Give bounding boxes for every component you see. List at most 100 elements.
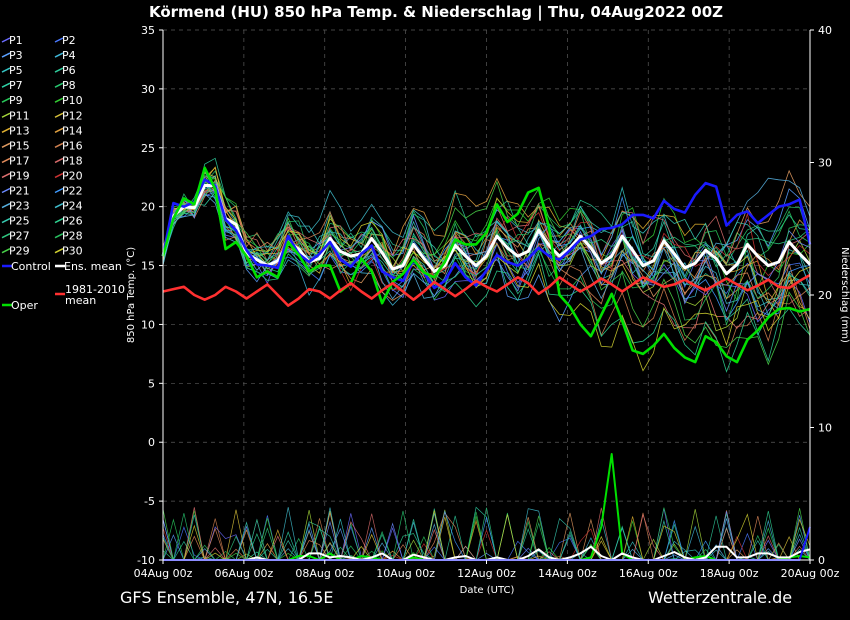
y-tick-label: 5 [148, 377, 155, 390]
legend: P1 P2 P3 P4 P5 P6 P7 P8 P9 P10 P11 P12 P13 P14 P15 P16 P… [1, 34, 125, 312]
legend-label: P20 [62, 169, 83, 182]
legend-swatch [54, 82, 64, 88]
ensemble-member-line [162, 169, 811, 276]
y-tick-label: 15 [141, 260, 155, 273]
legend-label: P11 [9, 109, 30, 122]
y2-tick-label: 20 [818, 289, 832, 302]
legend-swatch [1, 142, 11, 149]
legend-label: P27 [9, 230, 30, 243]
y2-tick-label: 30 [818, 157, 832, 170]
y-axis-label: 850 hPa Temp. (°C) [126, 247, 137, 343]
legend-swatch [54, 142, 64, 149]
legend-swatch [1, 157, 11, 164]
legend-swatch [54, 187, 64, 194]
legend-swatch [54, 112, 64, 118]
y-tick-label: 0 [148, 436, 155, 449]
legend-swatch [1, 217, 11, 224]
legend-swatch [54, 37, 64, 43]
legend-label: P23 [9, 200, 30, 213]
legend-label: P9 [9, 94, 23, 107]
legend-label: P17 [9, 154, 30, 167]
ensemble-member-line [162, 177, 811, 300]
x-tick-label: 14Aug 00z [538, 567, 597, 580]
x-tick-label: 08Aug 00z [295, 567, 354, 580]
legend-label: P14 [62, 124, 83, 137]
y-tick-label: 10 [141, 318, 155, 331]
legend-swatch [54, 248, 64, 254]
legend-label: P13 [9, 124, 30, 137]
legend-swatch [54, 232, 64, 239]
legend-swatch [1, 248, 11, 254]
ensemble-member-line [162, 190, 811, 358]
y2-tick-label: 0 [818, 554, 825, 567]
legend-label: P5 [9, 64, 23, 77]
legend-swatch [1, 172, 11, 179]
legend-label: P28 [62, 230, 83, 243]
footer-site-name: Wetterzentrale.de [648, 588, 793, 607]
1981-2010-mean-line [162, 273, 811, 307]
legend-swatch [54, 52, 64, 58]
legend-label: Control [11, 260, 51, 273]
control-line [161, 178, 812, 290]
legend-swatch [1, 232, 11, 239]
y-tick-label: 35 [141, 24, 155, 37]
y-tick-label: 25 [141, 142, 155, 155]
y2-tick-label: 10 [818, 422, 832, 435]
legend-swatch [1, 127, 11, 133]
legend-label: P25 [9, 215, 30, 228]
legend-label: P7 [9, 79, 23, 92]
legend-swatch [1, 37, 11, 43]
legend-label: P26 [62, 215, 83, 228]
ens-mean-line [161, 184, 812, 276]
legend-label: P8 [62, 79, 76, 92]
ensemble-member-line [162, 172, 811, 372]
legend-label: P6 [62, 64, 76, 77]
legend-swatch [54, 172, 64, 179]
footer-model-info: GFS Ensemble, 47N, 16.5E [120, 588, 334, 607]
legend-label: mean [65, 294, 96, 307]
x-tick-label: 20Aug 00z [781, 567, 840, 580]
ensemble-member-line [162, 180, 811, 300]
x-tick-label: 10Aug 00z [376, 567, 435, 580]
legend-swatch [1, 82, 11, 88]
legend-swatch [1, 52, 11, 58]
legend-label: P10 [62, 94, 83, 107]
legend-label: P3 [9, 49, 23, 62]
x-axis-label: Date (UTC) [460, 585, 515, 596]
y-tick-label: 30 [141, 83, 155, 96]
legend-swatch [54, 157, 64, 164]
legend-label: P21 [9, 185, 30, 198]
ensemble-member-line [162, 175, 811, 366]
legend-label: P15 [9, 139, 30, 152]
legend-label: P29 [9, 245, 30, 258]
oper-line [161, 166, 811, 364]
y2-tick-label: 40 [818, 24, 832, 37]
axes: 35 30 25 20 15 10 5 0 -5 -10 40 30 20 10 0 04Aug 00z 06A… [134, 24, 840, 580]
legend-swatch [54, 97, 64, 103]
legend-swatch [1, 97, 11, 103]
x-tick-label: 12Aug 00z [457, 567, 516, 580]
legend-label: P24 [62, 200, 83, 213]
legend-swatch [1, 112, 11, 118]
legend-swatch [54, 127, 64, 133]
ensemble-member-line [162, 176, 811, 313]
x-tick-label: 18Aug 00z [700, 567, 759, 580]
legend-label: P1 [9, 34, 23, 47]
legend-label: P18 [62, 154, 83, 167]
ensemble-member-line [162, 179, 811, 307]
legend-swatch [1, 187, 11, 194]
y-tick-label: 20 [141, 201, 155, 214]
legend-swatch [1, 202, 11, 209]
legend-label: Ens. mean [64, 260, 122, 273]
legend-label: 1981-2010 [65, 283, 125, 296]
legend-label: P19 [9, 169, 30, 182]
legend-label: Oper [11, 299, 38, 312]
legend-swatch [1, 67, 11, 73]
legend-swatch [54, 67, 64, 73]
y2-axis-label: Niederschlag (mm) [839, 247, 850, 343]
x-tick-label: 16Aug 00z [619, 567, 678, 580]
chart-title: Körmend (HU) 850 hPa Temp. & Niederschla… [149, 3, 723, 22]
x-tick-label: 06Aug 00z [215, 567, 274, 580]
y-tick-label: -10 [137, 554, 155, 567]
